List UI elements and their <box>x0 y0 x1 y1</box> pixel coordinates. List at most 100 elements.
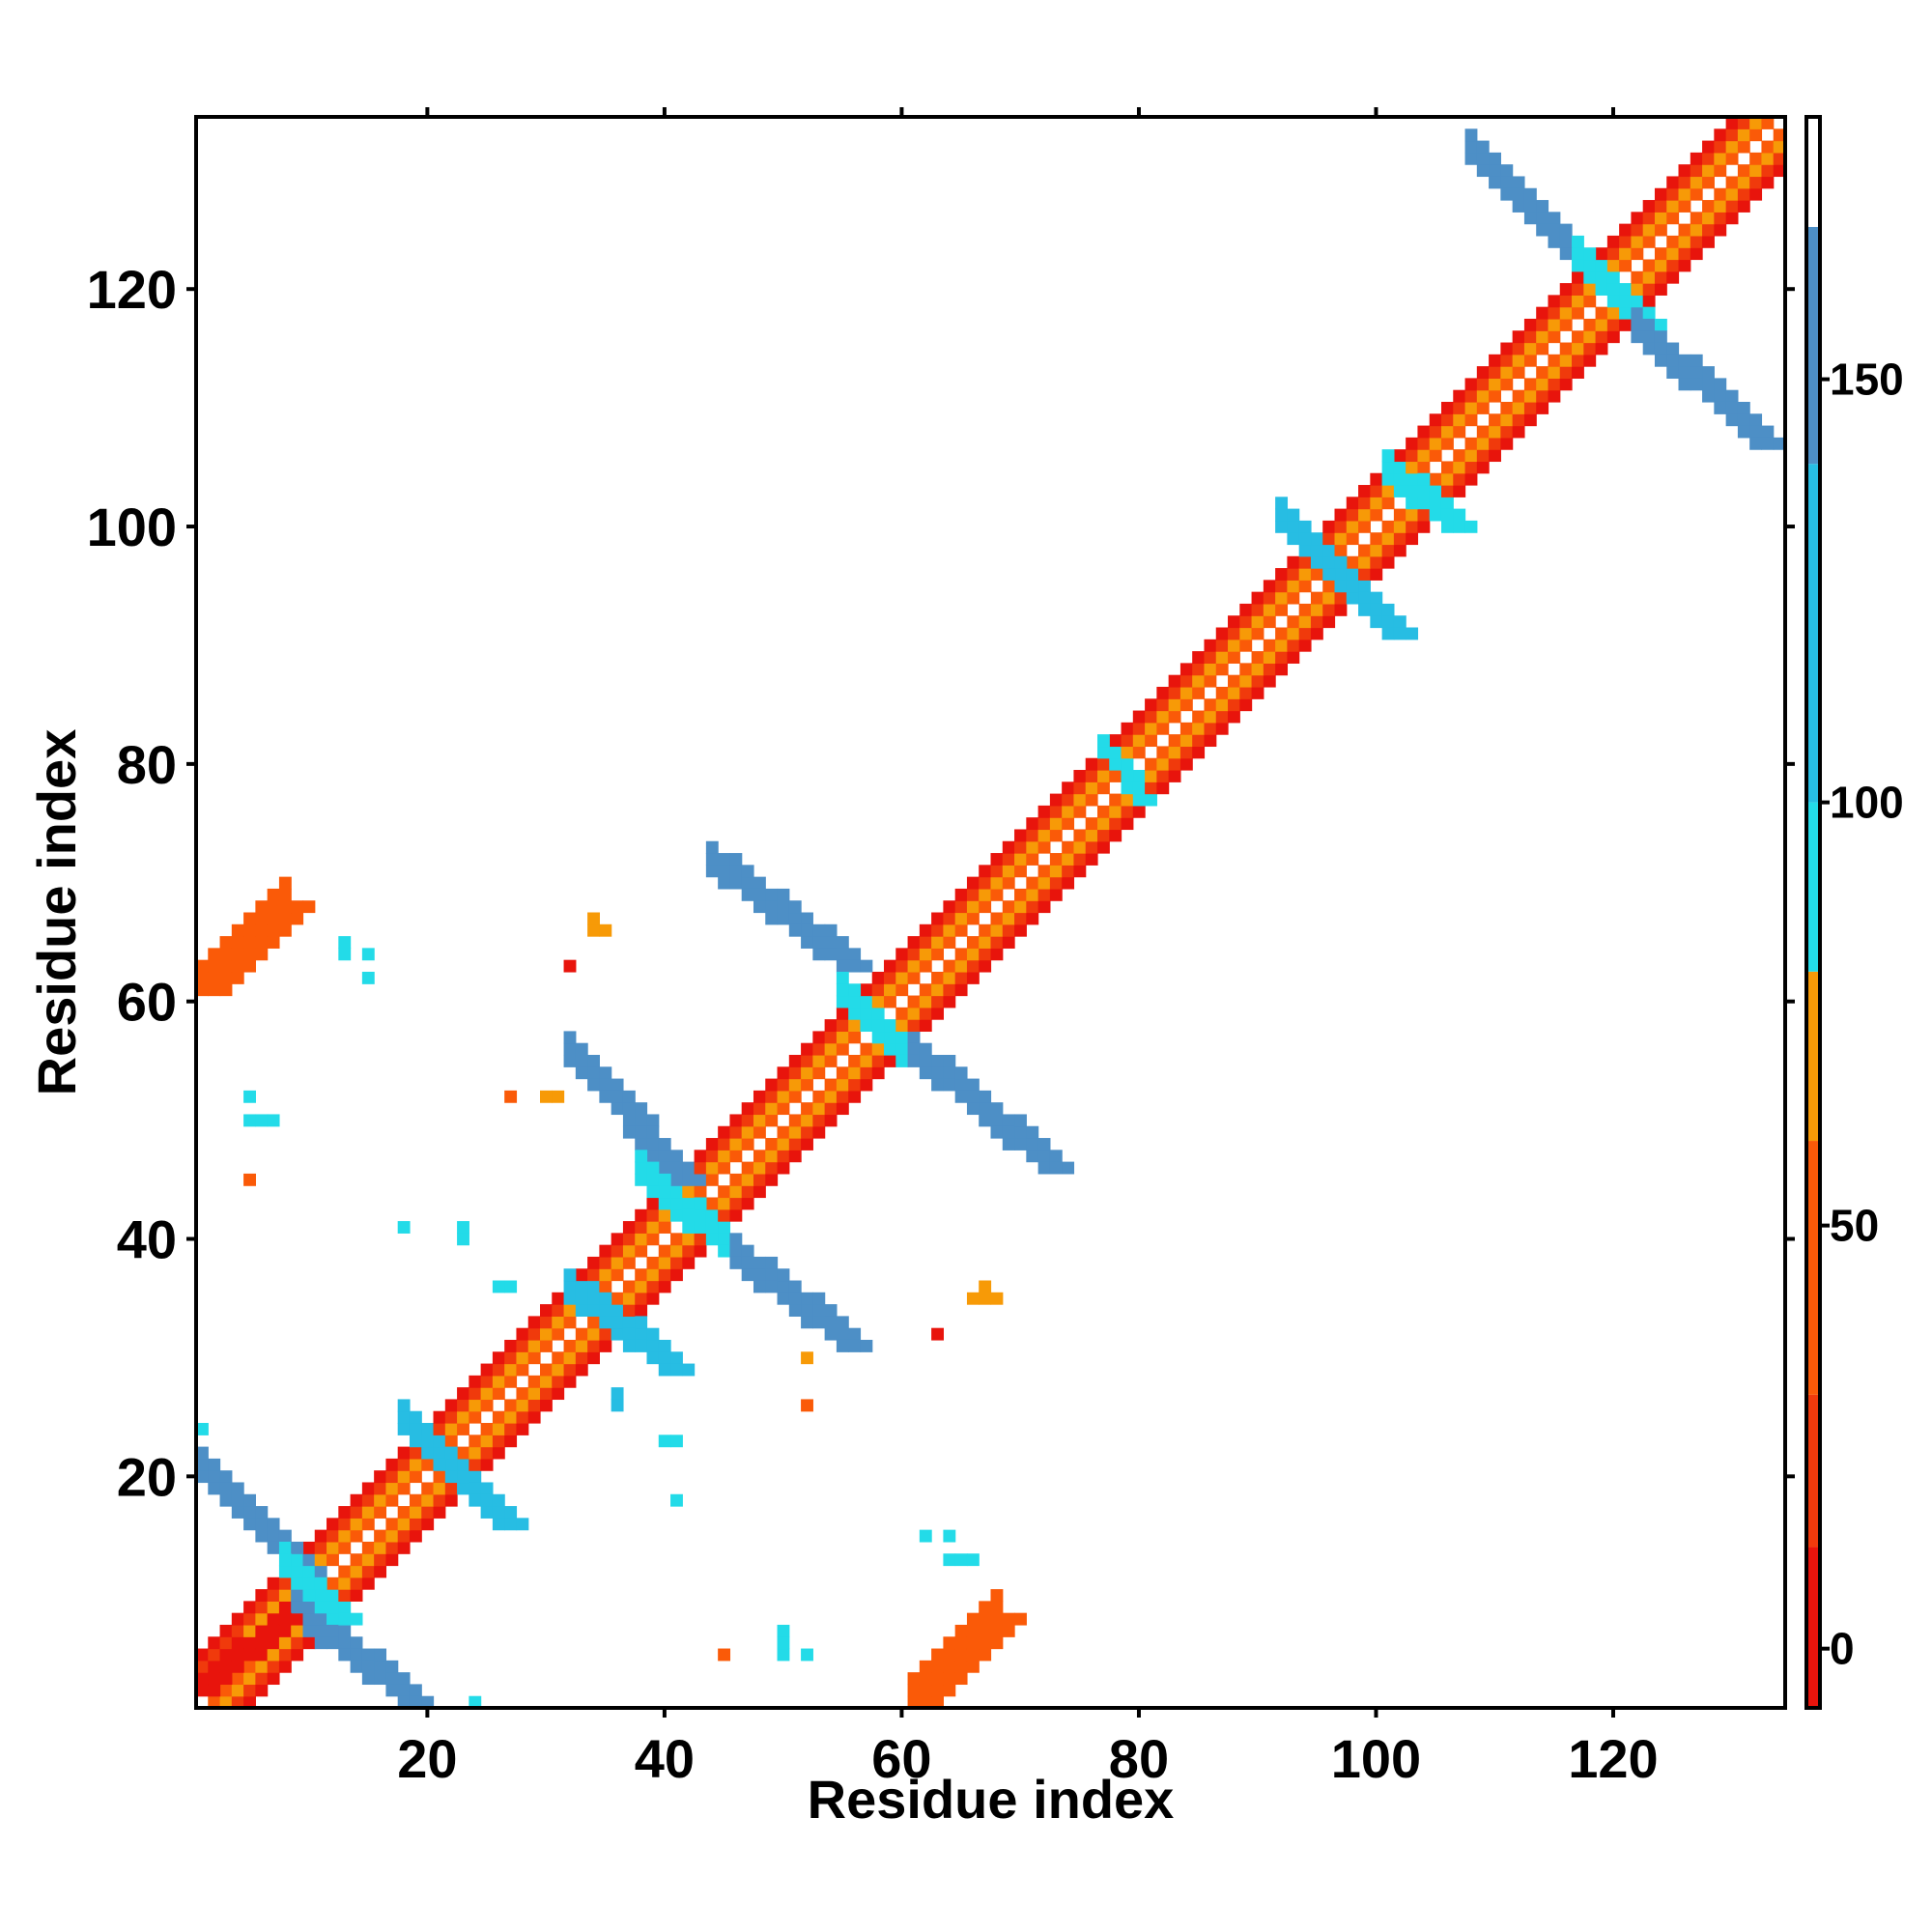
heatmap-cell <box>1145 757 1157 771</box>
heatmap-cell <box>540 1304 553 1317</box>
heatmap-cell <box>1773 152 1786 165</box>
heatmap-cell <box>397 1695 411 1709</box>
heatmap-cell <box>1654 270 1667 284</box>
heatmap-cell <box>504 1410 518 1424</box>
heatmap-cell <box>741 876 754 890</box>
heatmap-cell <box>1204 722 1217 735</box>
heatmap-cell <box>1523 413 1537 427</box>
heatmap-cell <box>777 1125 790 1139</box>
heatmap-cell <box>1417 449 1431 463</box>
heatmap-cell <box>302 1565 316 1578</box>
heatmap-cell <box>646 1256 660 1269</box>
heatmap-cell <box>1417 520 1431 533</box>
heatmap-cell <box>196 1660 209 1673</box>
y-tick-label: 80 <box>117 734 177 795</box>
heatmap-cell <box>1714 223 1727 237</box>
heatmap-cell <box>243 1624 256 1637</box>
heatmap-cell <box>1228 686 1240 699</box>
heatmap-cell <box>658 1138 671 1151</box>
heatmap-cell <box>979 1292 992 1305</box>
heatmap-cell <box>1322 555 1336 569</box>
heatmap-cell <box>1334 568 1348 581</box>
heatmap-cell <box>990 948 1004 961</box>
heatmap-cell <box>1512 354 1525 367</box>
heatmap-cell <box>907 936 921 949</box>
heatmap-cell <box>1714 378 1727 391</box>
heatmap-cell <box>812 1066 826 1080</box>
heatmap-cell <box>527 1375 541 1388</box>
heatmap-cell <box>1690 366 1703 379</box>
heatmap-cell <box>658 1185 671 1199</box>
heatmap-cell <box>327 1553 339 1567</box>
heatmap-cell <box>979 1648 992 1662</box>
heatmap-cell <box>670 1256 683 1269</box>
heatmap-cell <box>1631 270 1644 284</box>
heatmap-cell <box>966 1090 980 1103</box>
heatmap-cell <box>1358 497 1371 510</box>
heatmap-cell <box>1678 176 1691 189</box>
heatmap-cell <box>267 1589 280 1602</box>
heatmap-cell <box>1595 283 1608 296</box>
heatmap-cell <box>860 1066 873 1080</box>
heatmap-cell <box>658 1280 671 1293</box>
heatmap-cell <box>1358 508 1371 522</box>
heatmap-cell <box>231 936 244 949</box>
heatmap-cell <box>1583 318 1597 331</box>
heatmap-cell <box>1381 472 1395 486</box>
heatmap-cell <box>646 1221 660 1234</box>
heatmap-cell <box>1370 497 1383 510</box>
heatmap-cell <box>1393 544 1406 557</box>
heatmap-cell <box>444 1399 458 1412</box>
heatmap-cell <box>1026 900 1039 914</box>
heatmap-cell <box>1572 283 1584 296</box>
heatmap-cell <box>1179 734 1193 748</box>
plot-frame <box>194 115 1787 1710</box>
heatmap-cell <box>219 1648 233 1662</box>
heatmap-cell <box>243 1493 256 1507</box>
heatmap-cell <box>729 1114 743 1127</box>
heatmap-cell <box>1440 413 1454 427</box>
heatmap-cell <box>741 865 754 878</box>
heatmap-cell <box>907 1007 921 1020</box>
heatmap-cell <box>694 1197 707 1210</box>
heatmap-cell <box>1228 615 1240 629</box>
heatmap-cell <box>219 971 233 984</box>
heatmap-cell <box>718 1125 731 1139</box>
heatmap-cell <box>788 1090 802 1103</box>
heatmap-cell <box>1037 1138 1051 1151</box>
heatmap-cell <box>302 1612 316 1626</box>
heatmap-cell <box>836 971 849 984</box>
heatmap-cell <box>219 1695 233 1709</box>
heatmap-cell <box>540 1363 553 1377</box>
heatmap-cell <box>646 1185 660 1199</box>
heatmap-cell <box>1666 354 1680 367</box>
heatmap-cell <box>1476 164 1490 178</box>
heatmap-cell <box>931 1672 944 1686</box>
heatmap-cell <box>765 900 779 914</box>
heatmap-cell <box>1631 212 1644 225</box>
heatmap-cell <box>658 1268 671 1282</box>
heatmap-cell <box>658 1208 671 1222</box>
heatmap-cell <box>350 1648 363 1662</box>
heatmap-cell <box>1002 1125 1015 1139</box>
heatmap-cell <box>575 1304 588 1317</box>
heatmap-cell <box>1536 389 1549 403</box>
heatmap-cell <box>801 1054 813 1067</box>
heatmap-cell <box>1310 627 1323 640</box>
heatmap-cell <box>931 1054 944 1067</box>
heatmap-cell <box>1619 235 1633 248</box>
colorbar-band <box>1806 1547 1820 1708</box>
heatmap-cell <box>1239 698 1253 712</box>
heatmap-cell <box>1595 330 1608 344</box>
heatmap-cell <box>1370 532 1383 546</box>
heatmap-cell <box>1572 354 1584 367</box>
heatmap-cell <box>1654 259 1667 272</box>
heatmap-cell <box>1145 793 1157 807</box>
heatmap-cell <box>516 1327 529 1341</box>
heatmap-cell <box>1642 223 1656 237</box>
heatmap-cell <box>635 1138 648 1151</box>
heatmap-cell <box>385 1482 399 1495</box>
heatmap-cell <box>741 1197 754 1210</box>
x-tick-label: 80 <box>1109 1728 1169 1789</box>
heatmap-cell <box>361 1565 375 1578</box>
